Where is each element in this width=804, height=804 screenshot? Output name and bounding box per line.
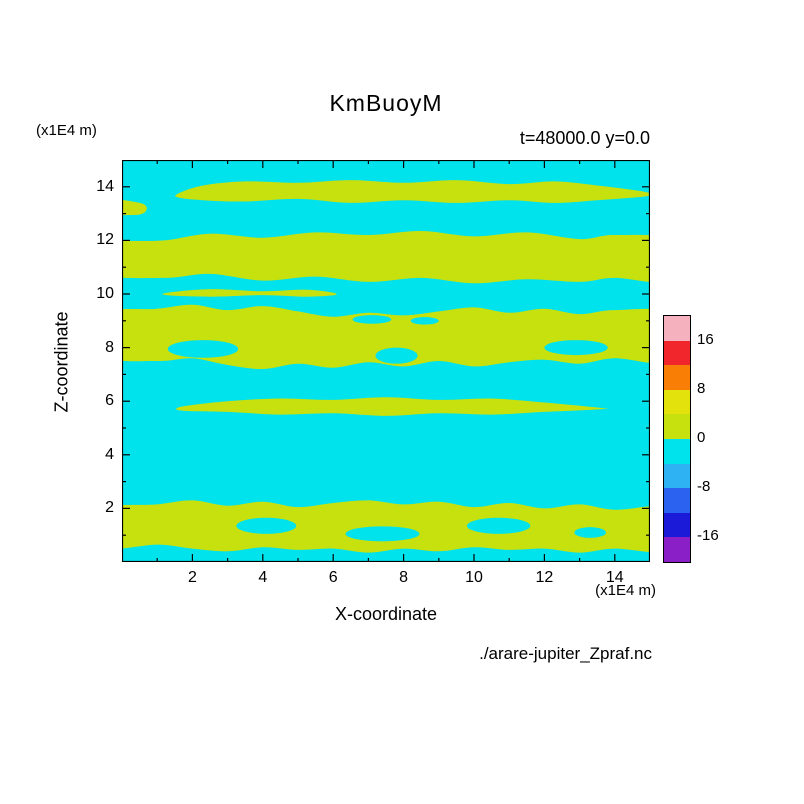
x-tick-label: 12 [535,569,554,586]
x-tick-label: 4 [258,569,268,586]
colorbar-segment [664,537,690,562]
negative-contour-hole [544,340,608,356]
z-tick-label: 10 [96,285,114,302]
time-annotation: t=48000.0 y=0.0 [519,128,650,148]
x-tick-label: 14 [605,569,624,586]
negative-contour-hole [352,315,392,324]
source-filename: ./arare-jupiter_Zpraf.nc [479,644,652,663]
colorbar-label: -8 [697,478,711,496]
z-tick-label: 4 [105,445,114,463]
negative-contour-hole [236,517,297,534]
negative-contour-hole [375,347,418,364]
contour-field [122,160,650,562]
plot-title: KmBuoyM [329,90,443,116]
positive-contour-band [176,397,608,416]
positive-contour-band [162,289,337,297]
z-tick-label: 12 [96,231,114,249]
positive-contour-blob [122,199,147,216]
colorbar-segment [664,389,690,415]
plot-frame [122,160,650,562]
x-tick-label: 2 [187,569,197,586]
x-axis-unit-label: (x1E4 m) [595,582,656,599]
colorbar-segment [664,316,690,341]
colorbar-segment [664,512,690,538]
colorbar-label: 8 [697,379,706,397]
colorbar-segment [664,365,690,390]
x-tick-label: 8 [399,569,409,586]
negative-contour-hole [574,527,606,538]
z-axis-unit-label: (x1E4 m) [36,122,97,139]
positive-contour-band [122,304,650,370]
z-tick-label: 6 [105,392,114,410]
z-tick-label: 2 [105,499,114,517]
x-tick-label: 6 [328,569,338,586]
x-axis-label: X-coordinate [334,604,438,624]
colorbar-segment [664,488,690,513]
colorbar-segment [664,340,690,366]
z-tick-label: 8 [105,338,114,356]
negative-contour-hole [345,526,420,542]
negative-contour-hole [167,340,239,358]
contour-plot [122,160,650,562]
x-tick-label: 10 [465,569,483,586]
colorbar-segment [664,414,690,439]
negative-contour-hole [410,317,439,325]
colorbar-segment [664,438,690,464]
colorbar-segment [664,463,690,489]
negative-contour-hole [466,517,531,534]
colorbar-label: 16 [697,330,714,348]
colorbar [663,315,691,563]
colorbar-label: 0 [697,429,706,446]
positive-contour-band [122,230,650,284]
positive-contour-band [175,180,650,203]
z-tick-label: 14 [96,177,114,195]
colorbar-label: -16 [697,527,719,545]
